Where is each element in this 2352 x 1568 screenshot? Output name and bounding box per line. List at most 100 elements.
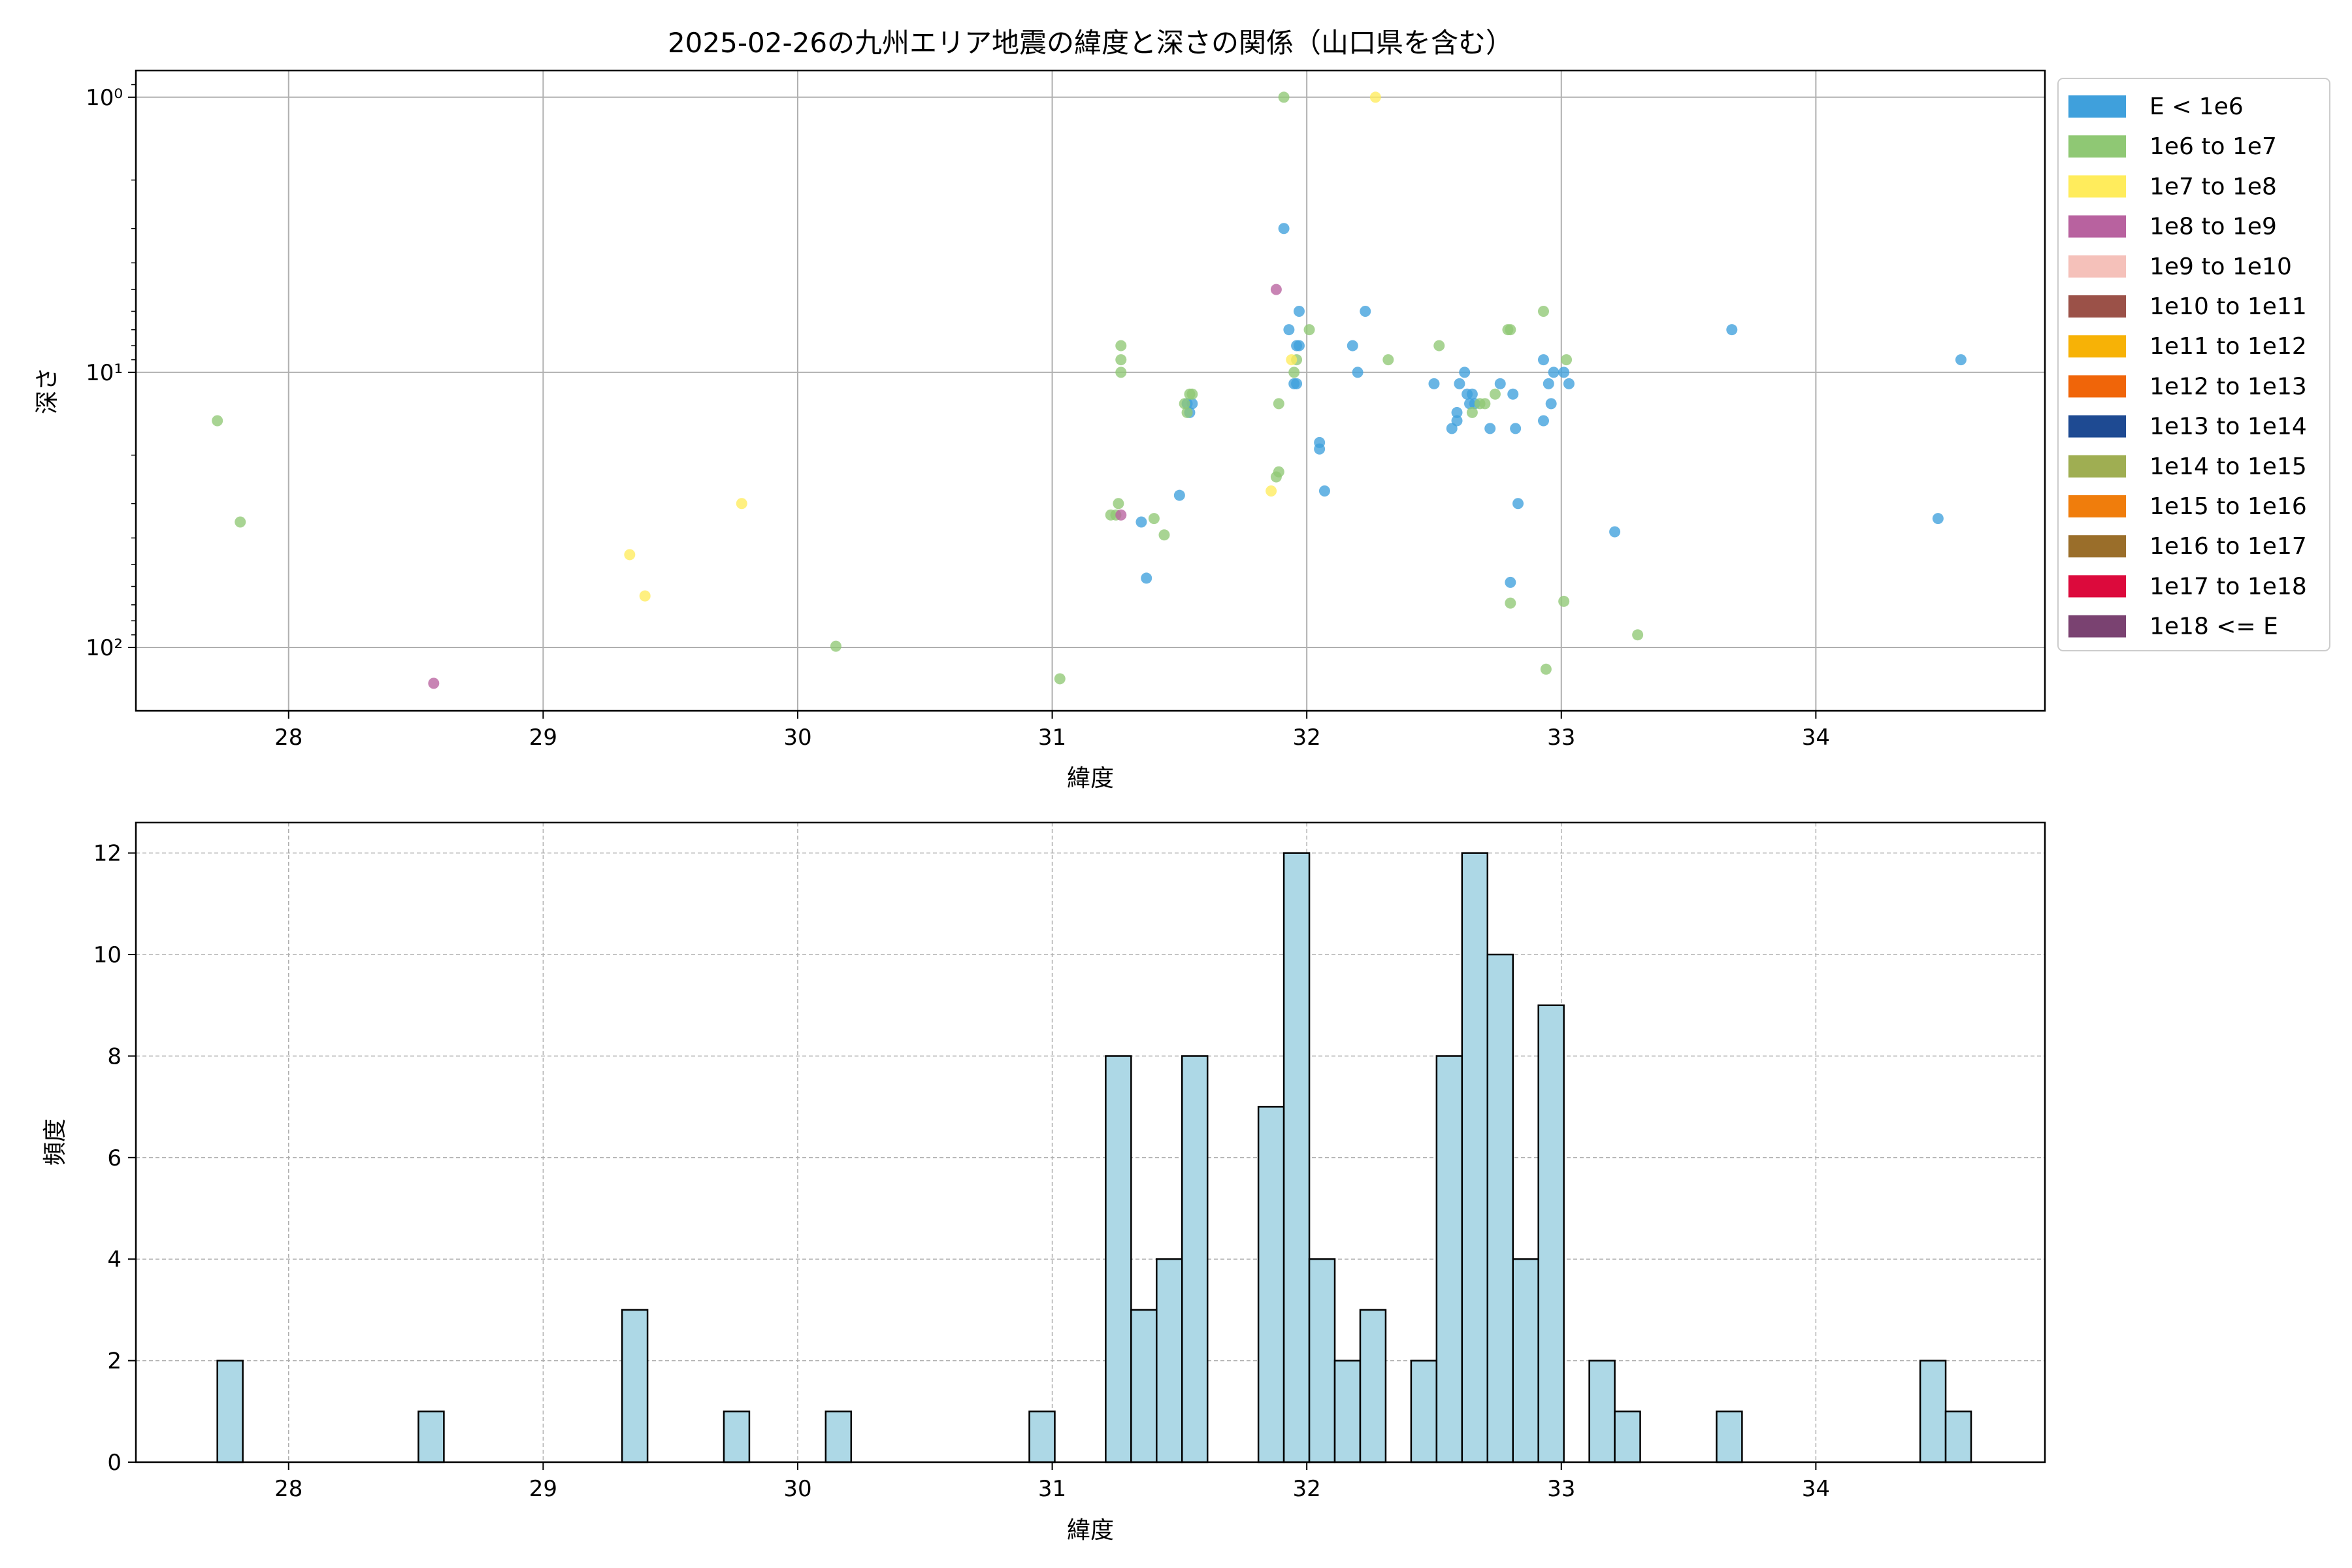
legend-swatch [2068, 215, 2126, 238]
legend-swatch [2068, 95, 2126, 118]
histogram-x-tick-label: 34 [1802, 1476, 1830, 1502]
scatter-point [1314, 443, 1326, 455]
scatter-point [1563, 378, 1575, 389]
histogram-bar [1028, 1411, 1056, 1463]
histogram-bar [723, 1411, 751, 1463]
scatter-point [1609, 526, 1621, 538]
scatter-point [1179, 398, 1190, 410]
scatter-point [624, 549, 636, 561]
scatter-point [1510, 423, 1522, 434]
legend-swatch [2068, 295, 2126, 318]
legend-swatch [2068, 535, 2126, 558]
scatter-x-tick-label: 29 [529, 725, 557, 751]
scatter-point [1507, 388, 1519, 400]
scatter-point [1291, 378, 1303, 389]
legend-swatch [2068, 495, 2126, 517]
scatter-point [1451, 406, 1463, 418]
legend-label: 1e15 to 1e16 [2149, 493, 2307, 520]
scatter-point [1270, 284, 1282, 295]
scatter-axes-frame [135, 69, 2046, 712]
histogram-bar [1105, 1055, 1132, 1463]
scatter-x-label: 緯度 [1067, 765, 1114, 792]
histogram-bar [417, 1411, 445, 1463]
scatter-y-tick-label: 10⁰ [86, 85, 123, 111]
legend-label: 1e12 to 1e13 [2149, 373, 2307, 400]
scatter-point [1382, 354, 1394, 366]
scatter-point [1054, 673, 1066, 685]
histogram-bars [216, 852, 1972, 1463]
histogram-y-ticks: 0 2 4 6 8 10 12 [93, 841, 136, 1476]
histogram-axes-frame [135, 821, 2046, 1463]
legend-label: 1e8 to 1e9 [2149, 214, 2277, 240]
histogram-y-tick-label: 10 [93, 942, 122, 968]
scatter-point [1489, 388, 1501, 400]
histogram-bar [1512, 1258, 1539, 1463]
scatter-point [1548, 367, 1560, 378]
scatter-point [1454, 378, 1465, 389]
scatter-point [1278, 223, 1290, 235]
histogram-bar [1461, 852, 1489, 1463]
scatter-point [1558, 595, 1570, 607]
histogram-bar [1156, 1258, 1183, 1463]
legend-swatch [2068, 255, 2126, 278]
scatter-point [1115, 354, 1127, 366]
legend-frame [2057, 78, 2330, 651]
scatter-point [1433, 340, 1445, 351]
scatter-point [1347, 340, 1358, 351]
legend-label: E < 1e6 [2149, 93, 2244, 120]
scatter-point [1115, 340, 1127, 351]
histogram-bar [1486, 953, 1514, 1463]
legend-label: 1e9 to 1e10 [2149, 253, 2292, 280]
histogram-bar [1919, 1360, 1947, 1463]
histogram-y-tick-label: 2 [107, 1348, 122, 1375]
histogram-bar [1716, 1411, 1743, 1463]
scatter-point [1115, 367, 1127, 378]
scatter-y-ticks: 10⁰ 10¹ 10² [86, 84, 136, 661]
scatter-y-tick-label: 10² [86, 635, 123, 661]
scatter-point [1428, 378, 1440, 389]
histogram-bar [1333, 1360, 1362, 1463]
histogram-y-tick-label: 8 [107, 1043, 122, 1070]
scatter-point [1293, 340, 1305, 351]
histogram-x-label: 緯度 [1067, 1517, 1114, 1544]
histogram-x-tick-label: 32 [1293, 1476, 1321, 1502]
scatter-point [1558, 367, 1570, 378]
scatter-plot: 2025-02-26の九州エリア地震の緯度と深さの関係（山口県を含む） 28 29… [34, 27, 2046, 792]
scatter-point [1273, 398, 1284, 410]
legend-swatch [2068, 375, 2126, 398]
scatter-point [1545, 398, 1557, 410]
scatter-point [1303, 324, 1315, 336]
histogram-plot: 28 29 30 31 32 33 34 0 2 4 6 8 10 12 緯度 頻度 [42, 821, 2046, 1544]
scatter-x-tick-label: 31 [1038, 725, 1066, 751]
scatter-point [1543, 378, 1554, 389]
legend-label: 1e13 to 1e14 [2149, 414, 2307, 440]
legend-label: 1e6 to 1e7 [2149, 133, 2277, 160]
histogram-bar [1130, 1309, 1158, 1463]
legend-label: 1e7 to 1e8 [2149, 173, 2277, 200]
legend-label: 1e14 to 1e15 [2149, 453, 2307, 480]
histogram-x-tick-label: 30 [783, 1476, 811, 1502]
histogram-bar [1588, 1360, 1616, 1463]
scatter-point [1484, 423, 1496, 434]
histogram-y-tick-label: 6 [107, 1145, 122, 1171]
histogram-bar [1435, 1055, 1463, 1463]
histogram-bar [1537, 1004, 1565, 1463]
scatter-point [1181, 406, 1193, 418]
scatter-point [1561, 354, 1573, 366]
scatter-point [1479, 398, 1491, 410]
scatter-point [1459, 367, 1471, 378]
scatter-x-tick-label: 33 [1547, 725, 1575, 751]
histogram-bar [1282, 852, 1311, 1463]
scatter-y-tick-label: 10¹ [86, 360, 123, 386]
scatter-point [1293, 305, 1305, 317]
scatter-point [1505, 576, 1516, 588]
histogram-bar [825, 1411, 853, 1463]
scatter-point [1512, 498, 1524, 510]
scatter-point [1186, 388, 1198, 400]
histogram-bar [1359, 1309, 1387, 1463]
legend-label: 1e10 to 1e11 [2149, 293, 2307, 320]
scatter-point [212, 415, 223, 427]
histogram-bar [1257, 1105, 1285, 1463]
scatter-point [1505, 324, 1516, 336]
scatter-point [1148, 513, 1160, 525]
